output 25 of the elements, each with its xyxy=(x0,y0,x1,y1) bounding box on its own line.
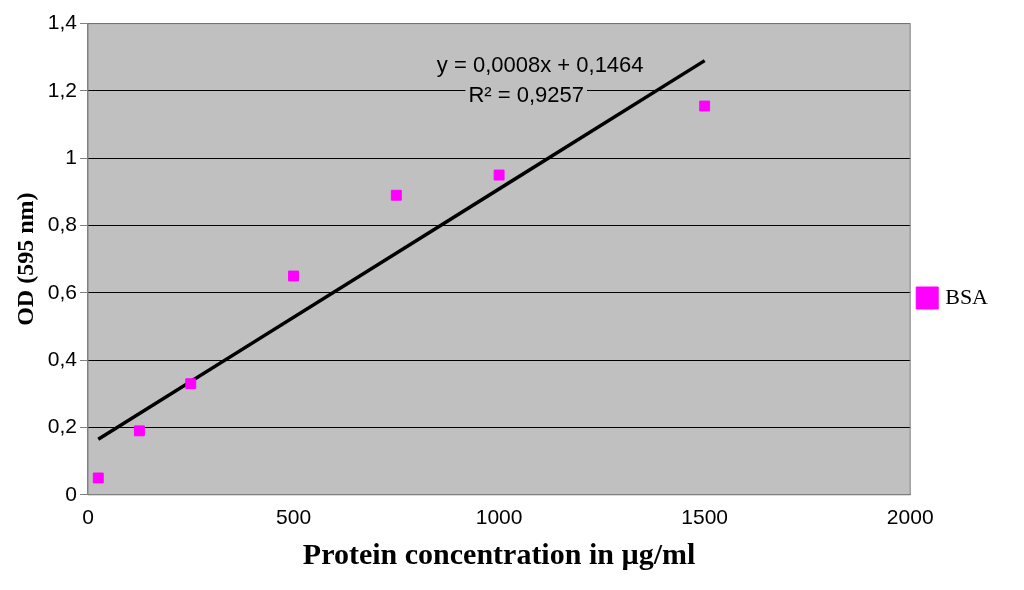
x-tick-label: 0 xyxy=(82,505,94,529)
annotation: y = 0,0008x + 0,1464 xyxy=(436,51,644,77)
x-axis-title: Protein concentration in µg/ml xyxy=(302,536,696,570)
x-tick-label: 1000 xyxy=(475,505,523,529)
y-tick-label: 0,4 xyxy=(47,346,78,370)
point xyxy=(133,425,145,437)
legend-label: BSA xyxy=(945,283,989,309)
point xyxy=(699,100,711,112)
x-tick-label: 1500 xyxy=(681,505,729,529)
point xyxy=(390,189,402,201)
y-tick-label: 1,2 xyxy=(47,77,77,101)
y-tick-label: 1 xyxy=(65,145,77,169)
x-tick-label: 500 xyxy=(276,505,312,529)
y-tick-label: 0,2 xyxy=(47,414,77,438)
annotation: R² = 0,9257 xyxy=(468,81,584,107)
y-axis-title: OD (595 nm) xyxy=(11,192,38,326)
y-tick-label: 0,6 xyxy=(47,279,77,303)
x-tick-label: 2000 xyxy=(886,505,934,529)
point xyxy=(92,472,104,484)
y-tick-label: 0,8 xyxy=(47,212,77,236)
y-tick-label: 1,4 xyxy=(47,10,78,34)
point xyxy=(493,169,505,181)
y-tick-label: 0 xyxy=(65,481,77,505)
point xyxy=(288,270,299,282)
point xyxy=(185,378,197,390)
